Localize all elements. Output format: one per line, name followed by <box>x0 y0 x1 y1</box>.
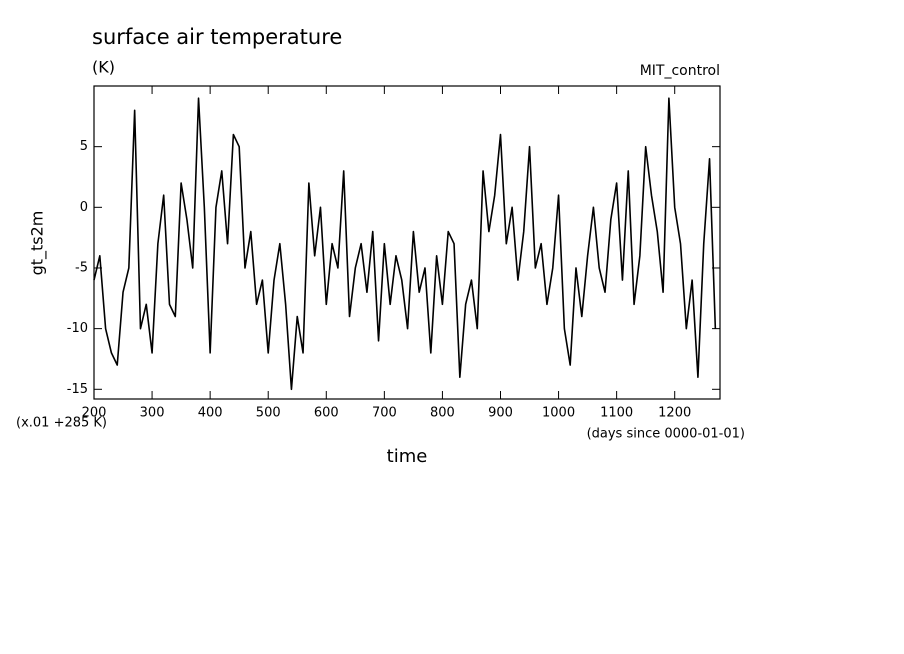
subtitle: (K) <box>92 58 115 77</box>
x-tick-label: 1200 <box>658 406 691 421</box>
x-tick-label: 800 <box>430 406 455 421</box>
x-tick-label: 600 <box>314 406 339 421</box>
scale-note: (x.01 +285 K) <box>16 416 107 431</box>
x-tick-label: 500 <box>256 406 281 421</box>
x-tick-label: 300 <box>140 406 165 421</box>
data-line <box>93 97 717 391</box>
plot-frame <box>93 85 721 400</box>
x-tick-label: 400 <box>198 406 223 421</box>
x-tick-label: 900 <box>488 406 513 421</box>
x-tick-label: 1000 <box>542 406 575 421</box>
y-tick-label: 5 <box>80 139 88 154</box>
y-tick-label: 0 <box>80 200 88 215</box>
x-axis-label: time <box>387 446 428 467</box>
x-tick-label: 700 <box>372 406 397 421</box>
y-tick-label: -5 <box>75 260 88 275</box>
annotation: MIT_control <box>640 63 720 79</box>
x-tick-label: 1100 <box>600 406 633 421</box>
y-tick-label: -10 <box>67 321 88 336</box>
y-tick-label: -15 <box>67 382 88 397</box>
x-units: (days since 0000-01-01) <box>587 427 745 442</box>
x-tick-label: 200 <box>82 406 107 421</box>
chart-title: surface air temperature <box>92 25 342 49</box>
y-axis-label: gt_ts2m <box>28 211 48 276</box>
